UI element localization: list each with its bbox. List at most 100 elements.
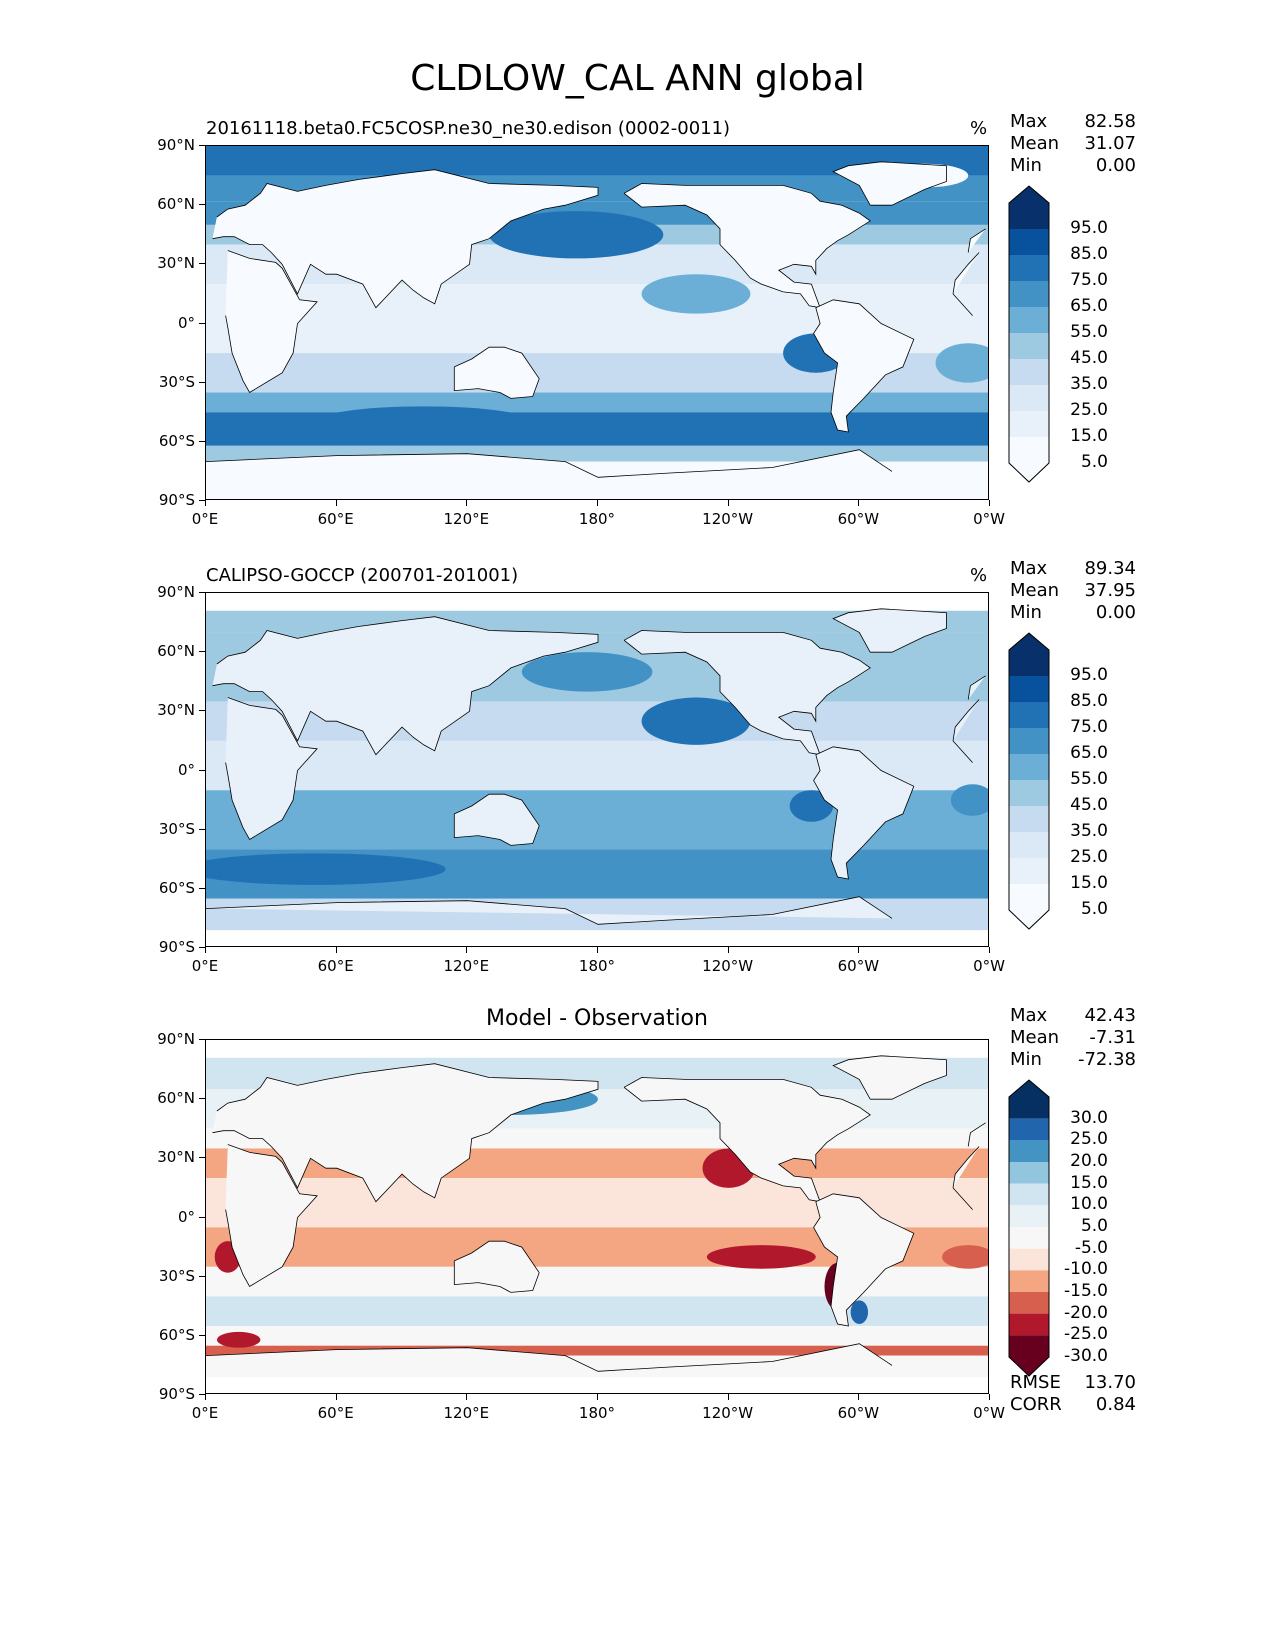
land-mass: [212, 1063, 986, 1202]
colorbar-segment: [1009, 832, 1049, 858]
colorbar-tick-label: 45.0: [1070, 795, 1108, 815]
colorbar-tick-label: 5.0: [1080, 899, 1108, 919]
colorbar-segment: [1009, 1140, 1049, 1162]
lon-tick-label: 120°W: [702, 1404, 754, 1422]
lon-tick-mark: [335, 947, 337, 953]
colorbar-outline: [1008, 185, 1050, 483]
lon-tick-label: 0°W: [973, 510, 1005, 528]
colorbar-segment: [1009, 1270, 1049, 1292]
field-feature: [489, 211, 664, 259]
lon-tick-label: 60°E: [317, 510, 354, 528]
panel-3-error-stats: RMSE 13.70 CORR 0.84: [1010, 1372, 1136, 1416]
stat-min-value: 0.00: [1095, 155, 1136, 176]
lat-tick-label: 60°S: [158, 1325, 195, 1344]
lon-tick-mark: [205, 1394, 206, 1400]
field-band: [206, 1040, 988, 1058]
panel-1-colorbar: 95.0 85.0 75.0 65.0 55.0 45.0 35.0 25.0 15.0 5.0: [1008, 185, 1108, 487]
colorbar-tick-label: -15.0: [1064, 1281, 1108, 1301]
coastline: [623, 1077, 871, 1203]
colorbar-tick-label: 15.0: [1070, 1172, 1108, 1193]
coastline: [212, 1063, 986, 1203]
coastline: [813, 746, 915, 880]
colorbar-tick-label: 25.0: [1070, 1129, 1108, 1150]
lon-tick-mark: [205, 500, 206, 506]
panel-3-stats: Max 42.43 Mean -7.31 Min -72.38: [1010, 1005, 1136, 1071]
colorbar-segment: [1009, 1227, 1049, 1249]
land-mass: [454, 794, 540, 846]
lat-tick-label: 60°S: [158, 431, 195, 450]
field-feature: [935, 343, 988, 383]
lon-tick-mark: [989, 947, 990, 953]
land-mass: [624, 630, 871, 755]
lon-tick-mark: [727, 1394, 729, 1400]
lat-tick-mark: [199, 1394, 205, 1395]
colorbar-tick-label: 85.0: [1070, 244, 1108, 264]
field-feature: [216, 1331, 261, 1348]
coastline: [453, 793, 540, 846]
colorbar-tick-label: 35.0: [1070, 821, 1108, 841]
stat-rmse-value: 13.70: [1084, 1372, 1136, 1393]
stat-max-value: 89.34: [1084, 558, 1136, 579]
lat-tick-label: 60°S: [158, 878, 195, 897]
colorbar-segment: [1009, 633, 1049, 676]
lat-tick-label: 60°N: [157, 642, 195, 661]
colorbar-tick-label: 65.0: [1070, 296, 1108, 316]
stat-label: Min: [1010, 602, 1042, 623]
stat-min-value: 0.00: [1095, 602, 1136, 623]
lat-tick-mark: [199, 1334, 205, 1336]
map-canvas: [206, 146, 988, 499]
field-band: [206, 930, 988, 946]
lon-tick-label: 120°W: [702, 957, 754, 975]
land-mass: [206, 449, 892, 478]
colorbar-svg: [1008, 185, 1050, 483]
panel-1-stats: Max 82.58 Mean 31.07 Min 0.00: [1010, 111, 1136, 177]
colorbar-segment: [1009, 1292, 1049, 1314]
land-mass: [454, 1241, 540, 1293]
stat-label: Max: [1010, 558, 1048, 579]
lat-tick-label: 30°S: [158, 372, 195, 391]
lon-tick-label: 60°E: [317, 1404, 354, 1422]
lon-tick-label: 180°: [578, 1404, 616, 1422]
land-mass: [813, 1193, 914, 1326]
lat-tick-mark: [199, 263, 205, 265]
colorbar-svg: [1008, 632, 1050, 930]
lon-tick-label: 0°W: [973, 1404, 1005, 1422]
lon-tick-label: 0°W: [973, 957, 1005, 975]
lon-tick-mark: [597, 500, 598, 506]
lon-tick-label: 120°E: [443, 510, 490, 528]
colorbar-segment: [1009, 806, 1049, 832]
map-canvas: [206, 1040, 988, 1393]
coastline: [225, 697, 980, 841]
colorbar-tick-label: 30.0: [1070, 1107, 1108, 1128]
lat-tick-mark: [199, 947, 205, 948]
panel-2-stats: Max 89.34 Mean 37.95 Min 0.00: [1010, 558, 1136, 624]
lat-tick-label: 30°N: [157, 1148, 195, 1167]
colorbar-tick-label: 95.0: [1070, 218, 1108, 238]
lat-tick-label: 60°N: [157, 195, 195, 214]
colorbar-segment: [1009, 359, 1049, 385]
field-feature: [706, 1245, 816, 1269]
stat-max-value: 42.43: [1084, 1005, 1136, 1026]
lon-tick-mark: [335, 500, 337, 506]
lon-tick-mark: [597, 947, 598, 953]
colorbar-tick-label: 35.0: [1070, 374, 1108, 394]
panel-3-colorbar: 30.0 25.0 20.0 15.0 10.0 5.0 -5.0 -10.0 -15.0 -20…: [1008, 1079, 1108, 1381]
coastline: [832, 608, 947, 653]
lat-tick-mark: [199, 381, 205, 383]
field-band: [206, 392, 988, 413]
lon-tick-label: 0°E: [191, 510, 219, 528]
field-band: [206, 1345, 988, 1356]
lon-tick-mark: [466, 1394, 468, 1400]
field-feature: [641, 274, 751, 314]
lat-tick-label: 90°N: [157, 1030, 195, 1048]
lat-tick-mark: [199, 500, 205, 501]
colorbar-segment: [1009, 186, 1049, 229]
coastline: [813, 1193, 915, 1327]
coastline: [453, 346, 540, 399]
land-mass: [624, 183, 871, 308]
lon-tick-label: 120°E: [443, 957, 490, 975]
field-band: [206, 1377, 988, 1393]
stat-label: Min: [1010, 155, 1042, 176]
lon-tick-label: 60°W: [837, 1404, 880, 1422]
colorbar-segment: [1009, 702, 1049, 728]
